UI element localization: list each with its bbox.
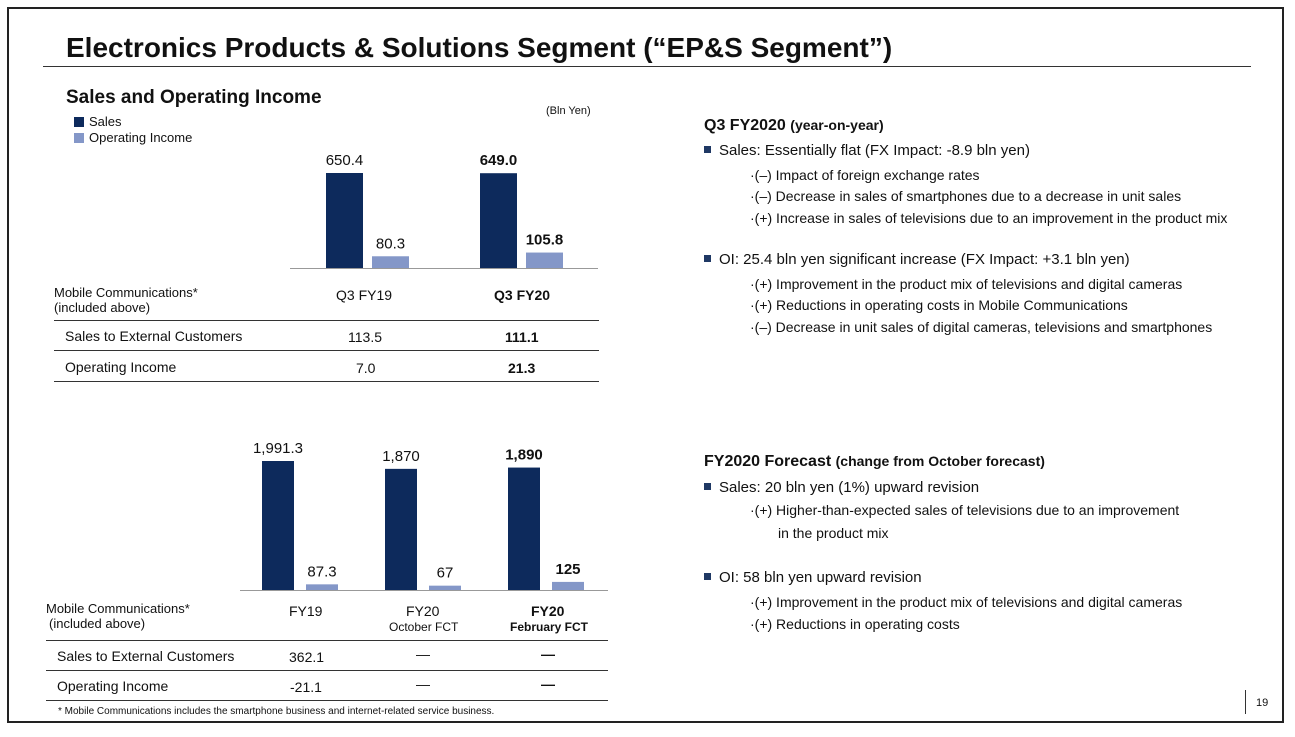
table1-row2-v1: 7.0 — [356, 360, 376, 376]
table1-row2-v2: 21.3 — [508, 360, 536, 376]
table2-header-sub: (included above) — [49, 616, 146, 631]
q3-oi-point: ·(+) Improvement in the product mix of t… — [750, 276, 1183, 292]
chart2-bar-sales — [508, 467, 540, 590]
chart2-data-label-operating-income: 67 — [437, 565, 454, 582]
bullet-square-icon — [704, 483, 711, 490]
legend-swatch-sales — [74, 117, 84, 127]
chart2-data-label-sales: 1,991.3 — [253, 440, 303, 457]
table2-rule — [46, 700, 608, 701]
table2-row2-v1: -21.1 — [290, 679, 322, 695]
q3-oi-point: ·(–) Decrease in unit sales of digital c… — [750, 319, 1213, 335]
table2-row2-label: Operating Income — [57, 678, 169, 694]
bullet-square-icon — [704, 255, 711, 262]
fy-sales-bullet: Sales: 20 bln yen (1%) upward revision — [704, 479, 979, 496]
title-divider — [43, 66, 1251, 67]
table1-rule — [54, 350, 599, 351]
fy-sales-point: in the product mix — [778, 525, 889, 541]
chart1-data-label-operating-income: 105.8 — [526, 232, 564, 249]
table1-col-q3fy20: Q3 FY20 — [494, 287, 551, 303]
fy-sales-bullet-text: Sales: 20 bln yen (1%) upward revision — [719, 479, 980, 496]
legend-swatch-operating-income — [74, 133, 84, 143]
table2-col-fy20-oct: FY20 — [406, 603, 440, 619]
table2-header-label: Mobile Communications* — [46, 601, 190, 616]
table2-col-fy19: FY19 — [289, 603, 323, 619]
table2-row2-v3: — — [541, 676, 555, 692]
slide-title: Electronics Products & Solutions Segment… — [66, 32, 893, 63]
chart1-bar-sales — [326, 173, 363, 268]
chart2-bar-operating-income — [306, 584, 338, 590]
chart2-bar-sales — [262, 461, 294, 590]
legend-item-operating-income: Operating Income — [74, 130, 192, 145]
page-number: 19 — [1256, 697, 1269, 709]
bullet-square-icon — [704, 573, 711, 580]
section-title: Sales and Operating Income — [66, 87, 322, 108]
table2-rule — [46, 670, 608, 671]
chart1-data-label-sales: 649.0 — [480, 152, 518, 169]
chart1-data-label-operating-income: 80.3 — [376, 235, 405, 252]
fy-oi-point: ·(+) Reductions in operating costs — [750, 616, 960, 632]
table1-row2-label: Operating Income — [65, 359, 177, 375]
chart2-data-label-operating-income: 87.3 — [307, 563, 336, 580]
fy-heading-note: (change from October forecast) — [835, 453, 1045, 469]
table1-rule — [54, 381, 599, 382]
table1-col-q3fy19: Q3 FY19 — [336, 287, 393, 303]
table1-header-label: Mobile Communications* — [54, 285, 198, 300]
q3-heading-note: (year-on-year) — [790, 117, 884, 133]
table2-col-fy20-feb-sub: February FCT — [510, 620, 589, 634]
chart1-bar-sales — [480, 173, 517, 268]
table2-col-fy20-oct-sub: October FCT — [389, 620, 459, 634]
bullet-square-icon — [704, 146, 711, 153]
fy-sales-point: ·(+) Higher-than-expected sales of telev… — [750, 502, 1180, 518]
table2-row1-label: Sales to External Customers — [57, 648, 235, 664]
q3-oi-point: ·(+) Reductions in operating costs in Mo… — [750, 297, 1128, 313]
table2-rule — [46, 640, 608, 641]
table1-row1-label: Sales to External Customers — [65, 328, 243, 344]
table1-rule — [54, 320, 599, 321]
q3-sales-bullet-text: Sales: Essentially flat (FX Impact: -8.9… — [719, 142, 1030, 159]
chart1-bar-operating-income — [372, 256, 409, 268]
table2-row2-v2: — — [416, 676, 430, 692]
q3-sales-point: ·(+) Increase in sales of televisions du… — [750, 210, 1228, 226]
chart2-data-label-sales: 1,890 — [505, 447, 543, 464]
q3-sales-point: ·(–) Impact of foreign exchange rates — [750, 167, 980, 183]
table2-row1-v1: 362.1 — [289, 649, 325, 665]
q3-heading: Q3 FY2020 (year-on-year) — [704, 117, 884, 135]
q3-sales-bullet: Sales: Essentially flat (FX Impact: -8.9… — [704, 142, 1030, 159]
unit-label: (Bln Yen) — [546, 105, 591, 117]
fy-heading-title: FY2020 Forecast — [704, 453, 832, 470]
legend-label-sales: Sales — [89, 114, 122, 129]
chart2-bar-operating-income — [552, 581, 584, 590]
footnote: * Mobile Communications includes the sma… — [58, 706, 495, 717]
fy-oi-bullet: OI: 58 bln yen upward revision — [704, 569, 922, 586]
chart2-bar-sales — [385, 468, 417, 590]
legend-item-sales: Sales — [74, 114, 122, 129]
legend-label-operating-income: Operating Income — [89, 130, 193, 145]
fy-oi-bullet-text: OI: 58 bln yen upward revision — [719, 569, 922, 586]
q3-sales-point: ·(–) Decrease in sales of smartphones du… — [750, 188, 1182, 204]
table2-row1-v3: — — [541, 646, 555, 662]
table2-row1-v2: — — [416, 646, 430, 662]
chart2-data-label-operating-income: 125 — [555, 561, 580, 578]
fy-heading: FY2020 Forecast (change from October for… — [704, 453, 1045, 471]
slide-frame — [7, 7, 1284, 723]
chart1-data-label-sales: 650.4 — [326, 152, 364, 169]
q3-heading-title: Q3 FY2020 — [704, 117, 786, 134]
q3-oi-bullet: OI: 25.4 bln yen significant increase (F… — [704, 251, 1130, 268]
fy-oi-point: ·(+) Improvement in the product mix of t… — [750, 594, 1183, 610]
table1-row1-v1: 113.5 — [348, 329, 382, 345]
q3-oi-bullet-text: OI: 25.4 bln yen significant increase (F… — [719, 251, 1130, 268]
chart2-data-label-sales: 1,870 — [382, 448, 420, 465]
table1-row1-v2: 111.1 — [505, 329, 539, 345]
table2-col-fy20-feb: FY20 — [531, 603, 565, 619]
chart2-bar-operating-income — [429, 585, 461, 590]
chart1-bar-operating-income — [526, 252, 563, 268]
table1-header-sub: (included above) — [54, 300, 151, 315]
page-number-divider — [1245, 690, 1246, 714]
